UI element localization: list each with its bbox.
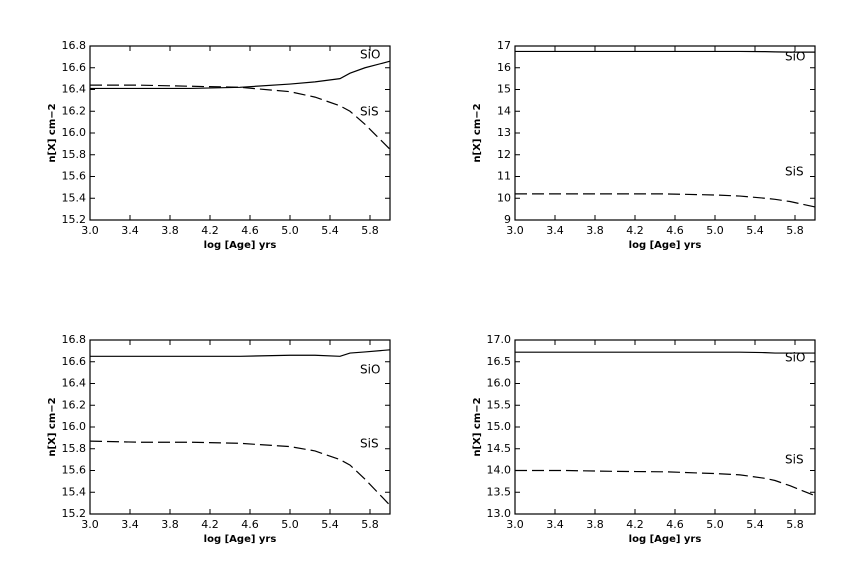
x-tick-label: 5.0 <box>706 518 724 531</box>
x-tick-label: 3.8 <box>161 224 179 237</box>
y-tick-label: 15.6 <box>62 170 87 183</box>
x-axis-label: log [Age] yrs <box>204 240 277 251</box>
x-tick-label: 3.8 <box>586 224 604 237</box>
series-line <box>90 349 391 357</box>
x-tick-label: 5.0 <box>281 224 299 237</box>
x-tick-label: 3.4 <box>121 224 139 237</box>
x-tick-label: 5.8 <box>786 224 804 237</box>
x-tick-label: 3.8 <box>586 518 604 531</box>
x-tick-label: 3.0 <box>81 224 99 237</box>
y-tick-label: 16.6 <box>62 61 87 74</box>
x-tick-label: 5.4 <box>746 224 764 237</box>
x-tick-label: 4.6 <box>666 518 684 531</box>
series-label: SiO <box>785 351 805 365</box>
plot-frame <box>514 339 816 515</box>
x-axis-label: log [Age] yrs <box>629 240 702 251</box>
x-tick-label: 5.8 <box>361 518 379 531</box>
series-line <box>515 351 815 354</box>
y-tick-label: 15.8 <box>62 442 87 455</box>
y-tick-label: 14.0 <box>487 464 512 477</box>
x-tick-label: 4.2 <box>201 224 219 237</box>
plot-frame <box>89 339 391 515</box>
y-tick-label: 16.6 <box>62 355 87 368</box>
y-tick-label: 15.6 <box>62 464 87 477</box>
y-tick-label: 10 <box>497 191 511 204</box>
y-tick-label: 13 <box>497 126 511 139</box>
y-tick-label: 16.8 <box>62 333 87 346</box>
series-line <box>515 193 816 208</box>
y-tick-label: 16.2 <box>62 104 87 117</box>
y-axis-label: n[X] cm−2 <box>47 103 58 162</box>
y-tick-label: 15.2 <box>62 507 87 520</box>
y-tick-label: 16.0 <box>487 377 512 390</box>
y-tick-label: 16.2 <box>62 398 87 411</box>
x-tick-label: 5.4 <box>321 518 339 531</box>
series-label: SiS <box>785 453 804 467</box>
y-tick-label: 12 <box>497 148 511 161</box>
y-tick-label: 15.2 <box>62 213 87 226</box>
series-label: SiO <box>360 48 380 62</box>
y-tick-label: 14.5 <box>487 442 512 455</box>
x-tick-label: 3.0 <box>81 518 99 531</box>
y-tick-label: 14 <box>497 104 511 117</box>
y-tick-label: 15.4 <box>62 485 87 498</box>
x-tick-label: 4.6 <box>241 224 259 237</box>
x-tick-label: 4.2 <box>626 224 644 237</box>
series-label: SiO <box>360 363 380 377</box>
x-tick-label: 5.4 <box>746 518 764 531</box>
x-tick-label: 3.4 <box>121 518 139 531</box>
x-tick-label: 3.0 <box>506 518 524 531</box>
y-tick-label: 17.0 <box>487 333 512 346</box>
plot-frame <box>89 45 391 221</box>
y-tick-label: 13.5 <box>487 485 512 498</box>
y-axis-label: n[X] cm−2 <box>47 397 58 456</box>
y-tick-label: 13.0 <box>487 507 512 520</box>
y-tick-label: 16.0 <box>62 126 87 139</box>
y-tick-label: 15.4 <box>62 191 87 204</box>
series-line <box>515 469 816 497</box>
x-tick-label: 4.2 <box>201 518 219 531</box>
x-tick-label: 4.2 <box>626 518 644 531</box>
y-tick-label: 16.5 <box>487 355 512 368</box>
x-tick-label: 3.8 <box>161 518 179 531</box>
y-tick-label: 15.0 <box>487 420 512 433</box>
x-tick-label: 4.6 <box>666 224 684 237</box>
y-axis-label: n[X] cm−2 <box>472 103 483 162</box>
y-tick-label: 9 <box>504 213 511 226</box>
y-tick-label: 16.8 <box>62 39 87 52</box>
y-tick-label: 16 <box>497 61 511 74</box>
y-axis-label: n[X] cm−2 <box>472 397 483 456</box>
series-label: SiS <box>360 105 379 119</box>
x-tick-label: 4.6 <box>241 518 259 531</box>
x-tick-label: 3.4 <box>546 224 564 237</box>
y-tick-label: 16.0 <box>62 420 87 433</box>
x-tick-label: 3.0 <box>506 224 524 237</box>
x-tick-label: 5.0 <box>281 518 299 531</box>
y-tick-label: 17 <box>497 39 511 52</box>
series-line <box>90 60 391 90</box>
y-tick-label: 11 <box>497 170 511 183</box>
x-tick-label: 5.8 <box>786 518 804 531</box>
x-axis-label: log [Age] yrs <box>204 534 277 545</box>
y-tick-label: 16.4 <box>62 83 87 96</box>
y-tick-label: 15.8 <box>62 148 87 161</box>
series-label: SiO <box>785 50 805 64</box>
series-line <box>89 440 391 506</box>
y-tick-label: 15 <box>497 83 511 96</box>
x-tick-label: 5.8 <box>361 224 379 237</box>
x-tick-label: 5.4 <box>321 224 339 237</box>
series-line <box>90 84 391 150</box>
series-label: SiS <box>360 437 379 451</box>
y-tick-label: 15.5 <box>487 398 512 411</box>
x-tick-label: 3.4 <box>546 518 564 531</box>
x-tick-label: 5.0 <box>706 224 724 237</box>
x-axis-label: log [Age] yrs <box>629 534 702 545</box>
series-line <box>515 50 815 53</box>
series-label: SiS <box>785 165 804 179</box>
y-tick-label: 16.4 <box>62 377 87 390</box>
